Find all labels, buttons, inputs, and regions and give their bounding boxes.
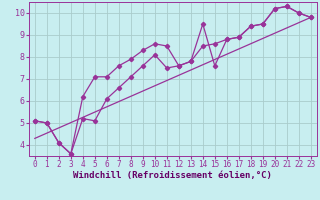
X-axis label: Windchill (Refroidissement éolien,°C): Windchill (Refroidissement éolien,°C) [73,171,272,180]
